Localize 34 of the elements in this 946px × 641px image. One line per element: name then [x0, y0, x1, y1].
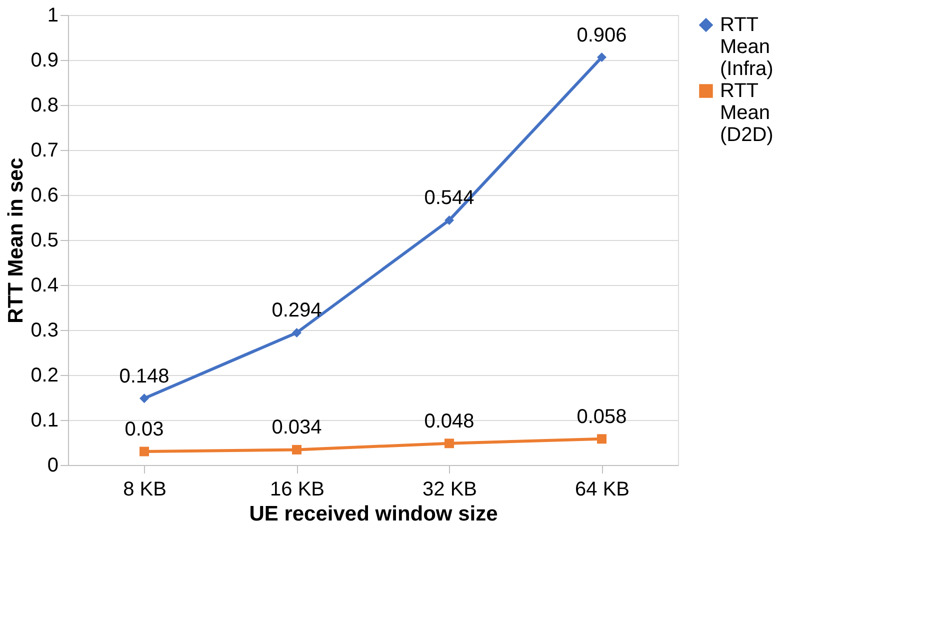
data-label: 0.148: [119, 365, 170, 388]
y-tick-label: 0.3: [30, 320, 58, 342]
y-tick-label: 0.6: [30, 184, 58, 206]
y-tick-label: 0.5: [30, 230, 58, 252]
x-tick-label: 64 KB: [575, 478, 630, 500]
y-axis-title: RTT Mean in sec: [4, 157, 28, 324]
data-label: 0.294: [272, 300, 322, 322]
point: [292, 328, 302, 338]
x-axis-title: UE received window size: [249, 502, 498, 526]
point: [140, 394, 149, 404]
legend-label: RTT Mean (D2D): [720, 80, 774, 146]
y-tick-label: 0.9: [30, 50, 58, 72]
point: [597, 434, 606, 444]
y-tick-label: 0.8: [30, 94, 58, 116]
y-tick-label: 0.1: [30, 410, 58, 432]
data-label: 0.906: [576, 24, 627, 46]
y-tick-label: 0: [47, 454, 58, 476]
x-tick-label: 8 KB: [123, 478, 166, 500]
legend-label: RTT Mean (Infra): [720, 14, 774, 80]
y-tick-label: 0.4: [30, 274, 58, 296]
point: [444, 438, 454, 448]
point: [597, 52, 606, 62]
data-label: 0.058: [576, 406, 627, 428]
y-tick-label: 0.7: [30, 140, 58, 162]
x-tick-label: 16 KB: [270, 478, 324, 500]
y-tick-label: 0.2: [30, 364, 58, 386]
x-tick-label: 32 KB: [422, 478, 477, 500]
y-tick-label: 1: [47, 4, 58, 26]
data-label: 0.034: [272, 416, 322, 439]
data-label: 0.048: [424, 410, 474, 432]
data-label: 0.03: [124, 418, 164, 440]
point: [292, 444, 302, 454]
point: [444, 215, 454, 225]
point: [140, 446, 149, 456]
